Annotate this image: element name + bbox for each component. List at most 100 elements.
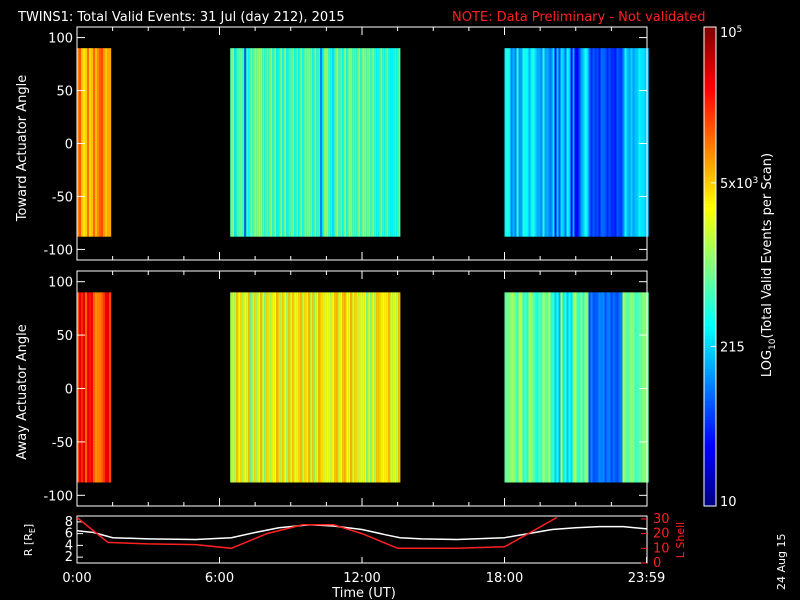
heatmap-column <box>318 48 321 237</box>
heatmap-column <box>534 48 537 237</box>
colorbar-cell <box>704 263 716 268</box>
heatmap-column <box>338 292 341 483</box>
heatmap-column <box>588 292 591 483</box>
colorbar-cell <box>704 191 716 196</box>
heatmap-column <box>642 292 645 483</box>
heatmap-column <box>93 292 96 483</box>
heatmap-column <box>536 48 539 237</box>
heatmap-column <box>566 48 569 237</box>
colorbar-cell <box>704 317 716 321</box>
heatmap-column <box>332 48 335 237</box>
heatmap-column <box>624 48 627 237</box>
heatmap-column <box>392 48 395 237</box>
heatmap-column <box>542 292 545 483</box>
heatmap-column <box>614 292 617 483</box>
colorbar-cell <box>704 92 716 97</box>
heatmap-column <box>268 292 271 483</box>
heatmap-column <box>234 48 237 237</box>
colorbar-cell <box>704 488 716 492</box>
data-segment <box>230 48 401 237</box>
colorbar-cell <box>704 176 716 181</box>
colorbar-cell <box>704 29 716 34</box>
heatmap-column <box>634 292 637 483</box>
r-tick-label: 4 <box>65 538 73 553</box>
heatmap-column <box>310 48 313 237</box>
heatmap-column <box>284 48 287 237</box>
colorbar-cell <box>704 266 716 271</box>
heatmap-column <box>386 292 389 483</box>
heatmap-column <box>107 292 110 483</box>
colorbar-cell <box>704 173 716 178</box>
heatmap-column <box>646 48 649 237</box>
heatmap-column <box>101 292 104 483</box>
heatmap-column <box>85 48 88 237</box>
heatmap-column <box>628 292 631 483</box>
data-segment <box>77 292 112 483</box>
heatmap-column <box>240 292 243 483</box>
heatmap-column <box>512 292 515 483</box>
colorbar-cell <box>704 140 716 145</box>
heatmap-column <box>576 48 579 237</box>
colorbar-cell <box>704 77 716 82</box>
colorbar-cell <box>704 251 716 256</box>
heatmap-column <box>284 292 287 483</box>
heatmap-column <box>380 292 383 483</box>
heatmap-column <box>352 292 355 483</box>
heatmap-column <box>320 48 323 237</box>
colorbar-cell <box>704 335 716 339</box>
colorbar-cell <box>704 242 716 247</box>
heatmap-column <box>258 292 261 483</box>
heatmap-column <box>570 292 573 483</box>
colorbar-cell <box>704 161 716 166</box>
time-tick-label: 12:00 <box>343 571 380 586</box>
heatmap-column <box>370 292 373 483</box>
heatmap-column <box>242 48 245 237</box>
colorbar-cell <box>704 368 716 372</box>
heatmap-column <box>296 292 299 483</box>
colorbar-tick-label: 105 <box>720 25 742 41</box>
heatmap-column <box>514 48 517 237</box>
heatmap-column <box>568 48 571 237</box>
colorbar-tick-base: 10 <box>720 26 737 41</box>
colorbar-cell <box>704 350 716 354</box>
heatmap-column <box>508 292 511 483</box>
heatmap-column <box>328 48 331 237</box>
heatmap-column <box>620 292 623 483</box>
heatmap-column <box>504 292 507 483</box>
heatmap-column <box>272 292 275 483</box>
colorbar-cell <box>704 227 716 232</box>
colorbar-cell <box>704 38 716 43</box>
heatmap-column <box>618 292 621 483</box>
heatmap-column <box>604 292 607 483</box>
heatmap-column <box>596 292 599 483</box>
heatmap-column <box>574 292 577 483</box>
heatmap-column <box>81 292 84 483</box>
heatmap-column <box>630 292 633 483</box>
heatmap-column <box>526 48 529 237</box>
heatmap-column <box>612 292 615 483</box>
heatmap-column <box>398 48 401 237</box>
heatmap-column <box>298 292 301 483</box>
colorbar-cell <box>704 305 716 310</box>
heatmap-column <box>368 48 371 237</box>
heatmap-column <box>574 48 577 237</box>
heatmap-column <box>280 292 283 483</box>
heatmap-column <box>396 292 399 483</box>
heatmap-column <box>286 48 289 237</box>
heatmap-column <box>109 48 112 237</box>
heatmap-column <box>316 48 319 237</box>
heatmap-column <box>532 292 535 483</box>
heatmap-column <box>85 292 88 483</box>
heatmap-column <box>97 292 100 483</box>
heatmap-column <box>328 292 331 483</box>
colorbar-cell <box>704 221 716 226</box>
heatmap-column <box>386 48 389 237</box>
heatmap-column <box>506 48 509 237</box>
heatmap-column <box>560 292 563 483</box>
colorbar-cell <box>704 344 716 348</box>
heatmap-column <box>588 48 591 237</box>
colorbar-cell <box>704 362 716 366</box>
heatmap-column <box>598 48 601 237</box>
